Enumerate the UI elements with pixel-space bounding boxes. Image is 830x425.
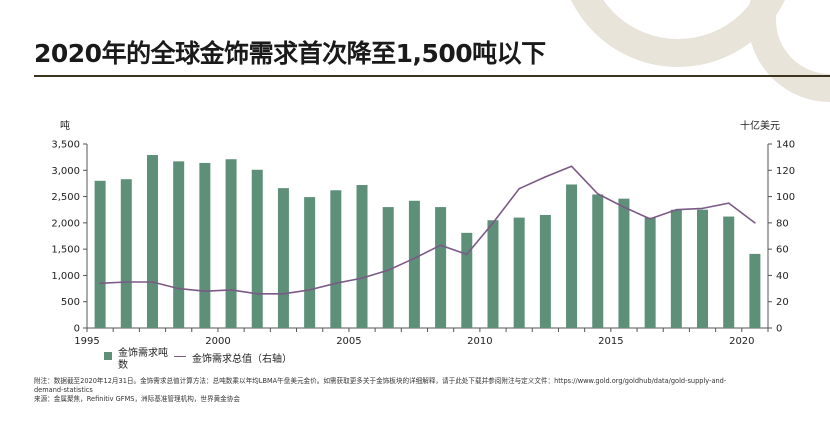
demand-bar [697,209,709,328]
demand-bar [277,188,289,328]
demand-value-point [125,281,128,283]
demand-bar [513,217,525,328]
left-tick-label: 0 [74,324,80,335]
demand-value-point [465,253,468,256]
left-tick-label: 3,000 [51,166,80,177]
right-tick-label: 60 [776,245,789,256]
footnotes: 附注：数据截至2020年12月31日。金饰需求总值计算方法：总吨数乘以年均LBM… [34,377,794,404]
demand-bar [592,194,604,328]
demand-bar [356,185,368,328]
legend-line-swatch [174,356,186,357]
demand-bar [539,214,551,328]
demand-value-point [256,293,259,295]
demand-value-point [623,206,625,208]
demand-value-point [570,165,573,168]
demand-value-point [518,187,520,190]
demand-value-point [230,289,232,291]
demand-bar [566,184,578,328]
demand-value-point [727,202,730,204]
demand-bar [618,198,630,328]
demand-bar [487,220,499,328]
right-tick-label: 0 [776,324,782,335]
demand-bar [670,209,682,328]
demand-value-line [100,165,756,295]
demand-value-point [335,282,337,285]
right-tick-label: 100 [776,192,795,203]
page-title: 2020年的全球金饰需求首次降至1,500吨以下 [34,39,546,68]
demand-bar [461,232,473,328]
demand-bar [173,161,185,328]
demand-bar [120,179,132,328]
demand-value-point [177,287,180,290]
demand-bar [723,216,735,328]
x-tick-label: 2005 [336,336,361,347]
demand-bar [435,207,447,328]
x-tick-label: 1995 [74,336,99,347]
demand-bar [644,217,656,328]
left-axis-unit: 吨 [60,121,70,132]
x-tick-label: 2010 [467,336,492,347]
demand-value-point [649,218,651,220]
demand-value-point [754,222,756,224]
x-tick-label: 2000 [205,336,230,347]
title-divider [34,75,830,77]
demand-value-point [151,281,154,283]
demand-bar [199,162,211,328]
demand-bar [225,159,237,328]
x-tick-label: 2020 [729,336,754,347]
right-tick-label: 120 [776,166,795,177]
left-tick-label: 500 [61,297,80,308]
left-tick-label: 1,000 [51,271,80,282]
footnote-line-1: 附注：数据截至2020年12月31日。金饰需求总值计算方法：总吨数乘以年均LBM… [34,377,727,385]
left-tick-label: 1,500 [51,245,80,256]
footnote-source: 来源：金属聚焦，Refinitiv GFMS，洲际基准管理机构，世界黄金协会 [34,395,240,403]
x-tick-label: 2015 [598,336,623,347]
left-tick-label: 2,500 [51,192,80,203]
right-tick-label: 140 [776,140,795,151]
demand-value-point [204,290,206,293]
demand-value-point [675,208,678,211]
demand-value-point [361,277,363,279]
right-tick-label: 20 [776,297,789,308]
demand-bar [251,169,263,328]
demand-value-point [282,293,285,295]
demand-bar [749,253,761,328]
demand-bar [330,190,342,328]
demand-bar [382,207,394,328]
demand-value-point [99,282,101,285]
demand-bar [408,200,420,328]
right-axis-unit: 十亿美元 [740,121,780,132]
legend-bar-label: 金饰需求吨数 [118,348,168,371]
left-tick-label: 3,500 [51,140,80,151]
demand-bar [146,155,158,328]
demand-value-point [308,289,311,291]
demand-value-point [596,193,599,195]
demand-value-point [701,207,704,210]
demand-bar [304,197,316,328]
legend-line-label: 金饰需求总值（右轴） [192,354,292,365]
demand-value-point [544,176,547,178]
demand-value-point [413,257,416,260]
left-tick-label: 2,000 [51,218,80,229]
right-tick-label: 80 [776,218,789,229]
footnote-line-2: demand-statistics [34,386,93,394]
legend-bar-swatch [104,352,112,360]
demand-value-point [492,222,494,224]
demand-bar [94,180,106,328]
demand-value-point [387,269,390,271]
demand-value-point [439,244,442,246]
right-tick-label: 40 [776,271,789,282]
